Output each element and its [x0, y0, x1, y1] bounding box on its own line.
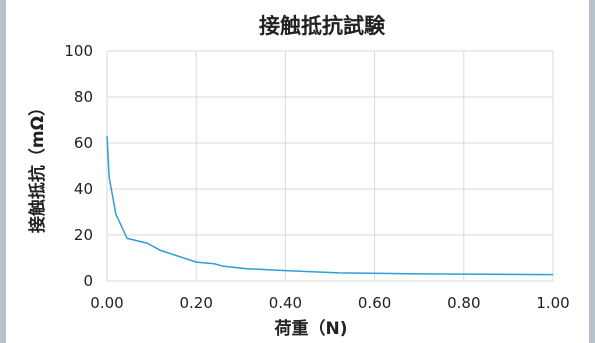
- series: [107, 136, 553, 275]
- y-tick-label: 0: [83, 272, 93, 290]
- y-tick-label: 60: [74, 134, 93, 152]
- x-tick-label: 0.00: [90, 294, 123, 312]
- y-tick-label: 100: [64, 42, 93, 60]
- y-tick-label: 80: [74, 88, 93, 106]
- chart-svg: 接触抵抗試験 0 20 40 60 80 100 0.00 0.20 0.40 0.60 0.80 1…: [6, 0, 589, 343]
- x-tick-label: 0.60: [358, 294, 391, 312]
- y-tick-label: 20: [74, 226, 93, 244]
- series-line: [107, 136, 553, 275]
- grid: [107, 51, 553, 281]
- x-tick-label: 0.20: [179, 294, 212, 312]
- y-axis-title: 接触抵抗（mΩ）: [27, 99, 48, 233]
- x-axis-title: 荷重（N): [275, 318, 348, 339]
- chart-title: 接触抵抗試験: [259, 14, 386, 38]
- x-tick-label: 0.80: [447, 294, 480, 312]
- x-tick-label: 1.00: [536, 294, 569, 312]
- x-tick-label: 0.40: [269, 294, 302, 312]
- chart-area: 接触抵抗試験 0 20 40 60 80 100 0.00 0.20 0.40 0.60 0.80 1…: [6, 0, 589, 343]
- y-tick-label: 40: [74, 180, 93, 198]
